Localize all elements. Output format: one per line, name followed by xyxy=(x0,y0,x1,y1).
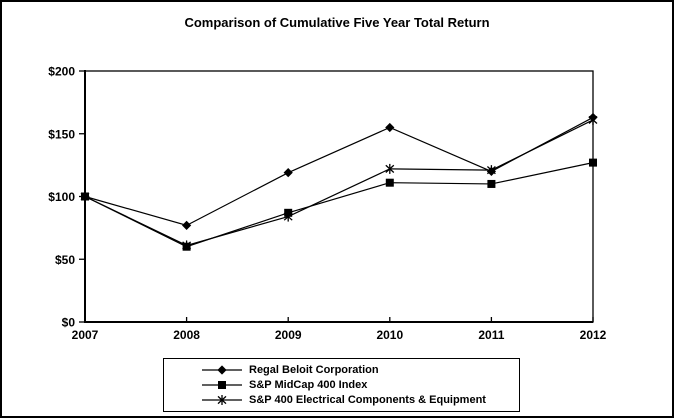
svg-text:2007: 2007 xyxy=(72,328,99,342)
svg-text:$50: $50 xyxy=(55,253,75,267)
legend-label: Regal Beloit Corporation xyxy=(249,363,379,376)
svg-text:2011: 2011 xyxy=(478,328,504,342)
square-series-icon xyxy=(202,380,242,389)
legend-label: S&P MidCap 400 Index xyxy=(249,378,368,391)
chart-title: Comparison of Cumulative Five Year Total… xyxy=(184,15,490,30)
svg-text:$200: $200 xyxy=(48,65,75,79)
svg-text:2008: 2008 xyxy=(173,328,200,342)
legend-label: S&P 400 Electrical Components & Equipmen… xyxy=(249,394,486,407)
svg-text:$100: $100 xyxy=(48,190,75,204)
svg-text:2009: 2009 xyxy=(275,328,302,342)
legend-item-sp-400-electrical: S&P 400 Electrical Components & Equipmen… xyxy=(202,393,515,407)
svg-text:$150: $150 xyxy=(48,127,75,141)
legend: Regal Beloit Corporation S&P MidCap 400 … xyxy=(163,358,520,412)
legend-item-sp-midcap-400: S&P MidCap 400 Index xyxy=(202,378,515,392)
legend-item-regal-beloit: Regal Beloit Corporation xyxy=(202,363,515,377)
diamond-series-icon xyxy=(202,365,242,375)
svg-text:2012: 2012 xyxy=(580,328,607,342)
svg-text:2010: 2010 xyxy=(376,328,403,342)
svg-text:$0: $0 xyxy=(62,316,76,330)
star-series-icon xyxy=(202,395,242,406)
plot-area: $0 $50 $100 $150 $200 2007 2008 2009 2010 2011 201… xyxy=(48,65,607,343)
